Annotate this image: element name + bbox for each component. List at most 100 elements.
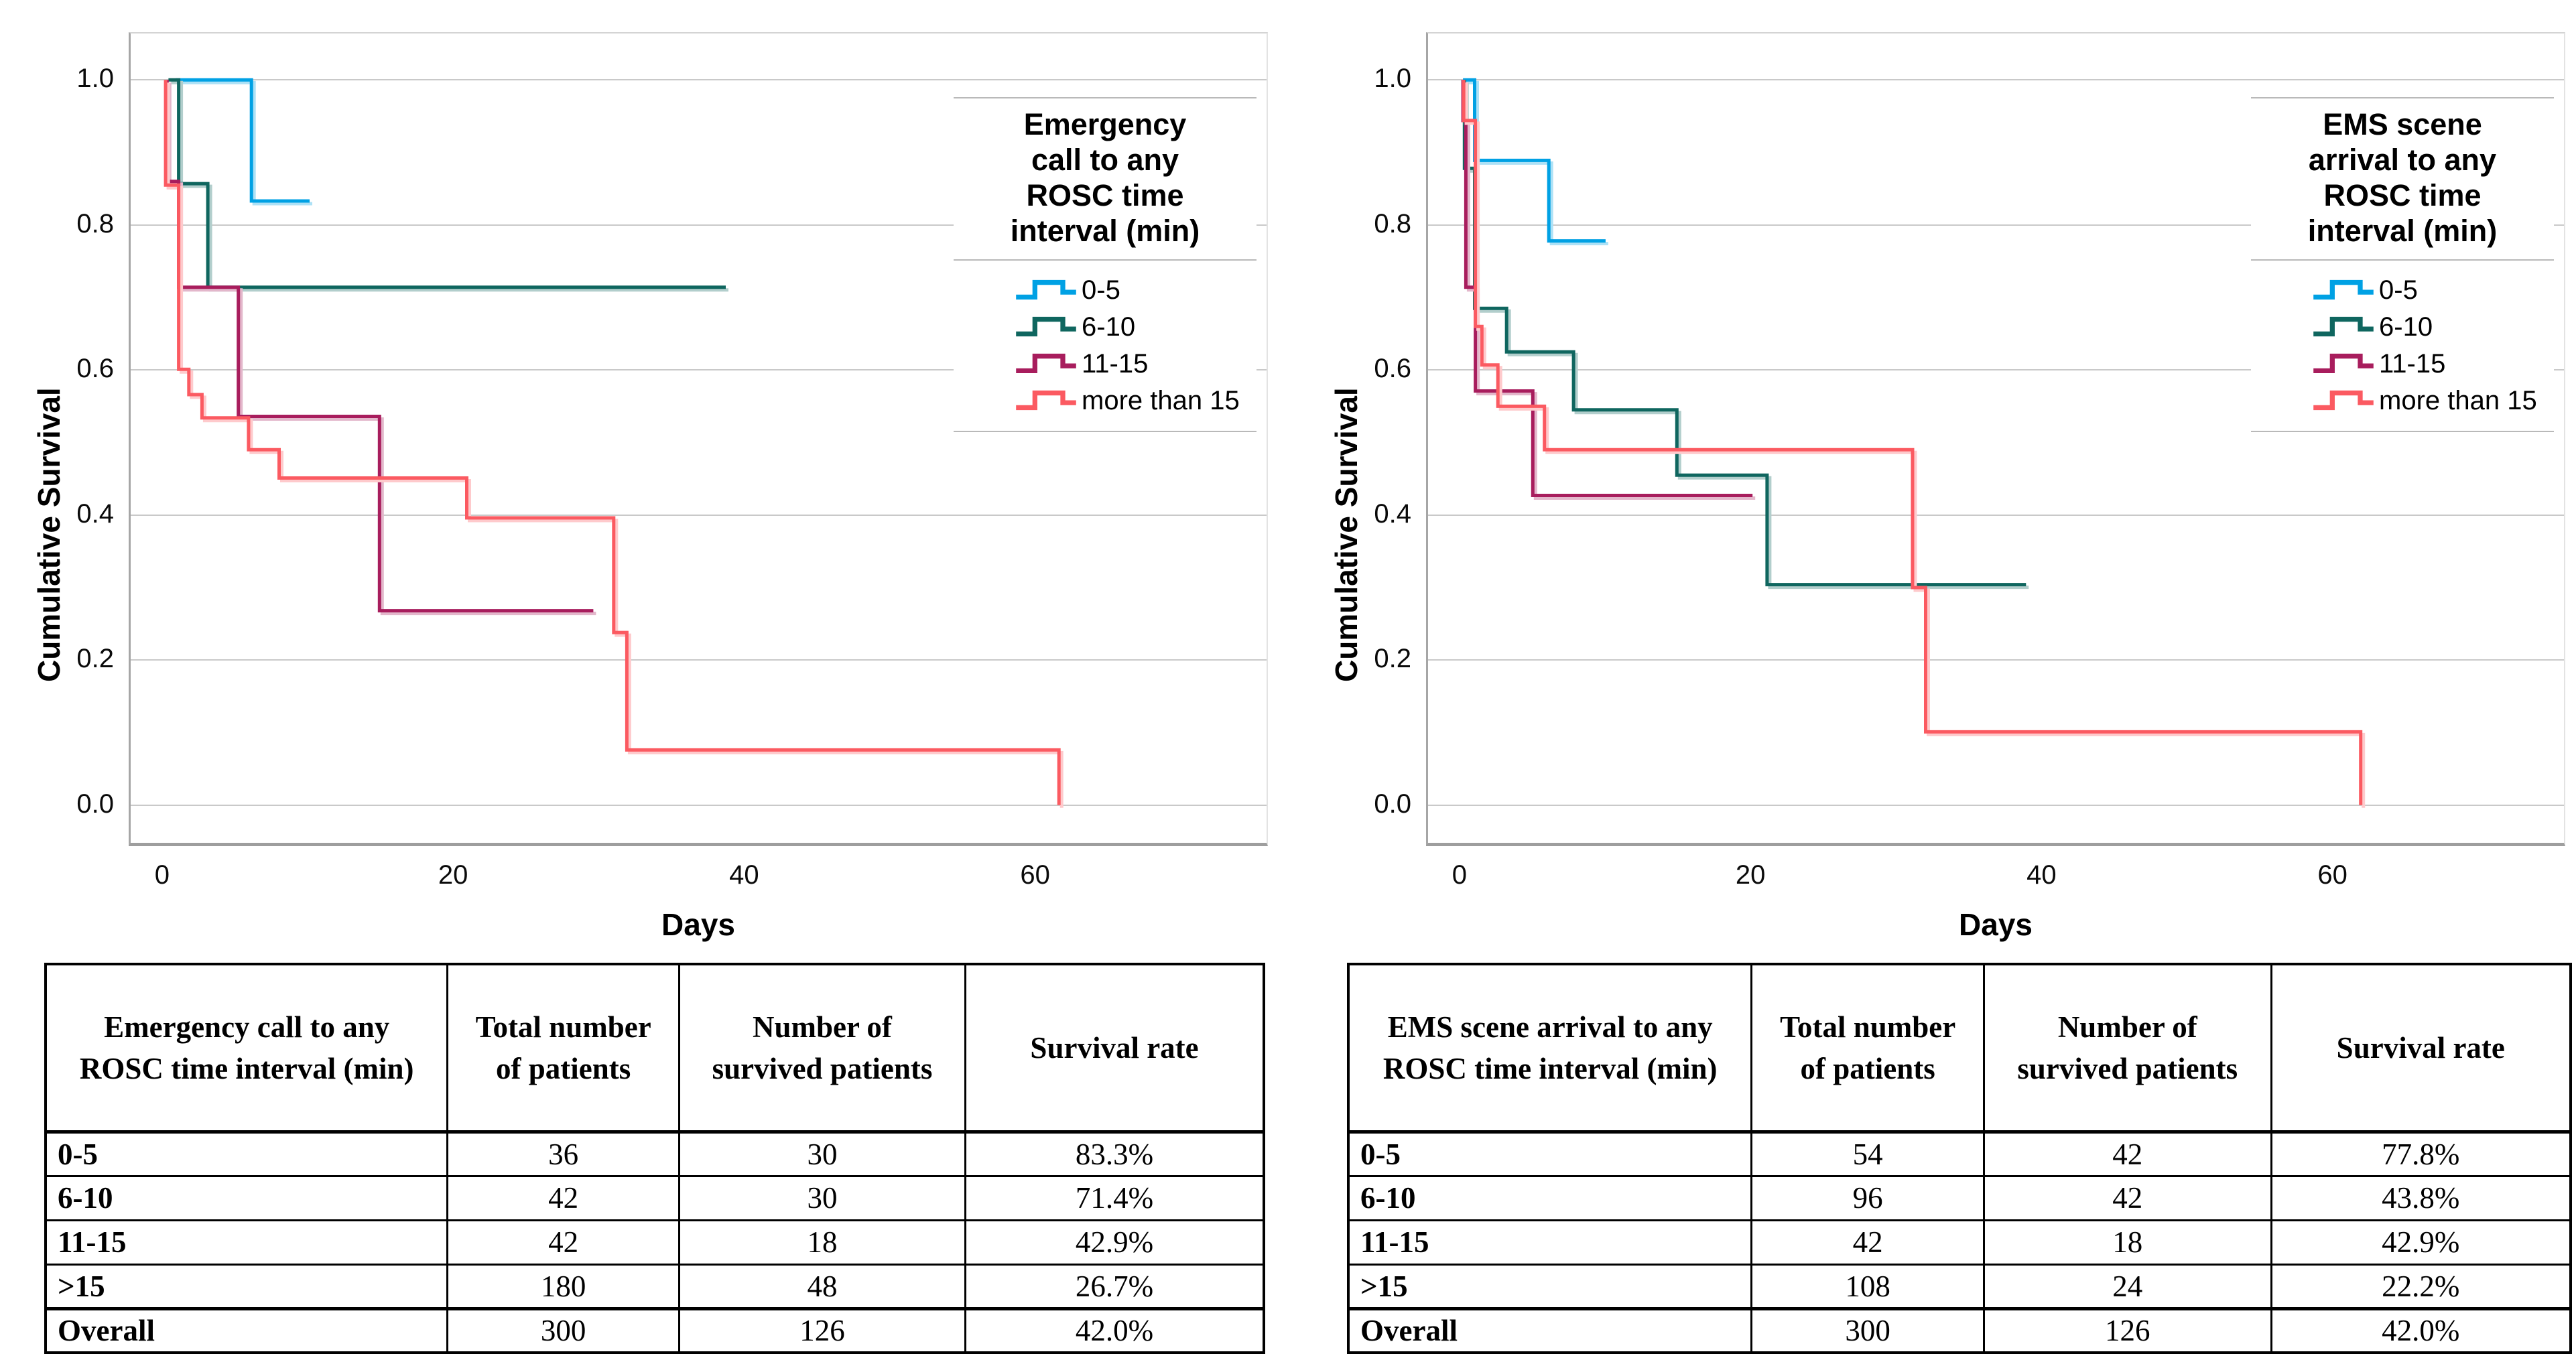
row-label: Overall	[44, 1306, 449, 1353]
legend-item-label: more than 15	[2379, 385, 2537, 415]
legend-item-0-5: 0-5	[1013, 271, 1257, 308]
table-row->15: >15 180 48 26.7%	[44, 1263, 1265, 1308]
cell-value: 42	[446, 1174, 680, 1220]
curve-0-5	[176, 78, 310, 203]
legend-step-swatch	[1016, 353, 1076, 373]
x-tick-label: 0	[1452, 860, 1468, 890]
x-tick-label: 20	[438, 860, 468, 890]
legend-item-label: 11-15	[2379, 348, 2446, 379]
legend-item-more than 15: more than 15	[2310, 382, 2554, 419]
x-axis-title: Days	[1959, 907, 2033, 942]
legend-step-swatch	[1016, 316, 1076, 336]
cell-value: 71.4%	[964, 1174, 1265, 1220]
row-label: 6-10	[1347, 1174, 1753, 1220]
legend-item-label: 0-5	[2379, 275, 2418, 305]
header-total-patients: Total number of patients	[446, 964, 680, 1134]
cell-value: 30	[678, 1132, 967, 1176]
y-tick-label: 0.4	[1374, 498, 1411, 529]
cell-value: 108	[1750, 1263, 1985, 1308]
legend-step-swatch	[2313, 316, 2374, 336]
legend-title-line: interval (min)	[1010, 214, 1200, 248]
y-tick-label: 0.2	[76, 644, 114, 674]
cell-value: 42	[1982, 1174, 2272, 1220]
gridline-0.2	[1428, 659, 2564, 661]
curve-0-5-shadow	[1466, 80, 1608, 246]
table-body: 0-5 36 30 83.3% 6-10 42 30 71.4% 11-15 42 18 42.9% >…	[44, 1132, 1265, 1353]
legend-items: 0-5 6-10 11-15 more than 15	[954, 261, 1257, 431]
table-row-Overall: Overall 300 126 42.0%	[44, 1306, 1265, 1353]
cell-value: 42.9%	[964, 1219, 1265, 1264]
table-row-11-15: 11-15 42 18 42.9%	[44, 1219, 1265, 1264]
curve-11-15-shadow	[168, 82, 596, 616]
cell-value: 26.7%	[964, 1263, 1265, 1308]
header-survived-patients: Number of survived patients	[678, 964, 967, 1134]
y-axis-title: Cumulative Survival	[1329, 387, 1364, 682]
legend: EMS scene arrival to any ROSC time inter…	[2251, 97, 2554, 432]
km-chart-emergency-call: Cumulative Survival Emergency call to an…	[15, 12, 1278, 950]
cell-value: 22.2%	[2270, 1263, 2572, 1308]
cell-value: 300	[446, 1306, 680, 1353]
legend-title-line: interval (min)	[2307, 214, 2498, 248]
legend-step-swatch	[1016, 390, 1076, 410]
legend-item-more than 15: more than 15	[1013, 382, 1257, 419]
legend-title: EMS scene arrival to any ROSC time inter…	[2251, 98, 2554, 261]
row-label: 11-15	[1347, 1219, 1753, 1264]
row-label: 6-10	[44, 1174, 449, 1220]
y-tick-label: 0.8	[76, 208, 114, 239]
row-label: 11-15	[44, 1219, 449, 1264]
y-tick-label: 0.6	[76, 354, 114, 384]
table-header: EMS scene arrival to any ROSC time inter…	[1347, 964, 2572, 1134]
curve-11-15	[1461, 80, 1753, 497]
curve-more than 15-shadow	[1464, 82, 2366, 808]
legend-item-0-5: 0-5	[2310, 271, 2554, 308]
legend-item-6-10: 6-10	[1013, 308, 1257, 345]
header-interval: Emergency call to any ROSC time interval…	[44, 964, 449, 1134]
legend-item-label: 11-15	[1082, 348, 1149, 379]
row-label: Overall	[1347, 1306, 1753, 1353]
gridline-0.2	[131, 659, 1267, 661]
table-row-6-10: 6-10 96 42 43.8%	[1347, 1174, 2572, 1220]
cell-value: 126	[678, 1306, 967, 1353]
curve-more than 15-shadow	[166, 82, 1064, 808]
curve-0-5	[1463, 78, 1606, 243]
gridline-1.0	[131, 79, 1267, 81]
cell-value: 43.8%	[2270, 1174, 2572, 1220]
header-total-patients: Total number of patients	[1750, 964, 1985, 1134]
gridline-0.8	[1428, 224, 2564, 226]
cell-value: 42	[446, 1219, 680, 1264]
legend-item-11-15: 11-15	[2310, 345, 2554, 382]
row-label: 0-5	[1347, 1132, 1753, 1176]
cell-value: 48	[678, 1263, 967, 1308]
legend-title-line: call to any	[1031, 143, 1179, 177]
plot-area: Emergency call to any ROSC time interval…	[129, 32, 1268, 846]
legend-item-11-15: 11-15	[1013, 345, 1257, 382]
y-tick-label: 0.0	[76, 789, 114, 819]
header-survival-rate: Survival rate	[964, 964, 1265, 1134]
table-row-Overall: Overall 300 126 42.0%	[1347, 1306, 2572, 1353]
cell-value: 83.3%	[964, 1132, 1265, 1176]
cell-value: 42	[1982, 1132, 2272, 1176]
gridline-1.0	[1428, 79, 2564, 81]
y-tick-label: 0.0	[1374, 789, 1411, 819]
cell-value: 300	[1750, 1306, 1985, 1353]
legend-step-swatch	[1016, 279, 1076, 299]
y-tick-label: 0.8	[1374, 208, 1411, 239]
cell-value: 18	[1982, 1219, 2272, 1264]
y-tick-label: 0.6	[1374, 354, 1411, 384]
cell-value: 24	[1982, 1263, 2272, 1308]
gridline-0.4	[1428, 514, 2564, 516]
curve-more than 15	[1462, 80, 2363, 805]
legend-step-swatch	[2313, 279, 2374, 299]
cell-value: 18	[678, 1219, 967, 1264]
header-survival-rate: Survival rate	[2270, 964, 2572, 1134]
summary-table: EMS scene arrival to any ROSC time inter…	[1347, 963, 2572, 1354]
curve-11-15	[165, 80, 594, 613]
survival-curves	[164, 78, 1064, 808]
x-tick-label: 0	[154, 860, 170, 890]
curve-6-10	[1462, 80, 2026, 587]
cell-value: 42	[1750, 1219, 1985, 1264]
legend-item-6-10: 6-10	[2310, 308, 2554, 345]
legend-step-swatch	[2313, 390, 2374, 410]
table-header: Emergency call to any ROSC time interval…	[44, 964, 1265, 1134]
cell-value: 30	[678, 1174, 967, 1220]
